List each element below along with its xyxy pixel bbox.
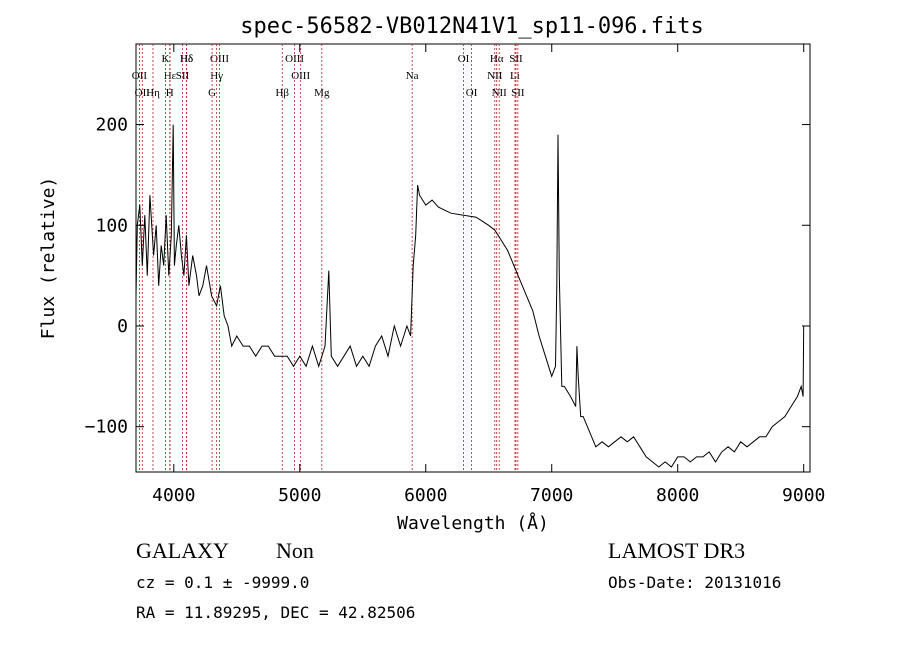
y-tick-label: 0 (117, 316, 128, 337)
line-marker-label: OIII (285, 53, 304, 65)
x-tick-label: 4000 (152, 485, 195, 506)
line-marker-label: SII (511, 87, 525, 99)
plot-frame (135, 43, 811, 473)
line-marker-label: Na (406, 70, 419, 82)
line-marker-label: Hδ (180, 53, 193, 65)
y-tick-label: 100 (95, 215, 128, 236)
line-marker-label: OI (458, 53, 470, 65)
line-marker-label: Mg (314, 87, 330, 99)
y-tick-label: 200 (95, 115, 128, 136)
line-marker-label: NII (487, 70, 503, 82)
x-tick-label: 9000 (782, 485, 825, 506)
line-marker-label: Hη (146, 87, 160, 99)
line-marker-label: Hα (490, 53, 504, 65)
x-axis-ticks: 4000 5000 6000 7000 8000 9000 (152, 44, 825, 506)
y-axis-label: Flux (relative) (38, 177, 59, 340)
line-marker-label: Hδ (180, 53, 193, 65)
line-marker-label: OII (132, 70, 148, 82)
x-tick-label: 6000 (404, 485, 447, 506)
line-marker-label: OII (135, 87, 151, 99)
y-tick-label: −100 (85, 417, 128, 438)
line-marker-label: Li (510, 70, 520, 82)
x-tick-label: 5000 (278, 485, 321, 506)
line-marker-label: OI (466, 87, 478, 99)
line-marker-label: Hε (164, 70, 177, 82)
line-marker-label: SII (176, 70, 190, 82)
spectrum-series (135, 124, 805, 468)
object-class: GALAXY (136, 538, 229, 563)
survey-name: LAMOST DR3 (608, 538, 745, 563)
y-axis-ticks: −100 0 100 200 (85, 115, 810, 438)
x-tick-label: 7000 (530, 485, 573, 506)
line-marker-label: OIII (291, 70, 310, 82)
line-marker-label: SII (509, 53, 523, 65)
x-tick-label: 8000 (656, 485, 699, 506)
x-axis-label: Wavelength (Å) (397, 512, 549, 534)
line-marker-label: NII (492, 87, 508, 99)
chart-title: spec-56582-VB012N41V1_sp11-096.fits (240, 14, 704, 39)
observation-date: Obs-Date: 20131016 (608, 573, 781, 592)
coordinates-readout: RA = 11.89295, DEC = 42.82506 (136, 603, 415, 622)
spectrum-line (135, 124, 805, 468)
line-marker-label: OIII (210, 53, 229, 65)
object-subclass: Non (276, 538, 314, 563)
line-marker-label: Hβ (275, 87, 289, 99)
redshift-readout: cz = 0.1 ± -9999.0 (136, 573, 309, 592)
line-marker-label: Hγ (210, 70, 223, 82)
line-marker-label: H (166, 87, 174, 99)
line-marker-label: K (162, 53, 170, 65)
line-marker-label: G (208, 87, 216, 99)
